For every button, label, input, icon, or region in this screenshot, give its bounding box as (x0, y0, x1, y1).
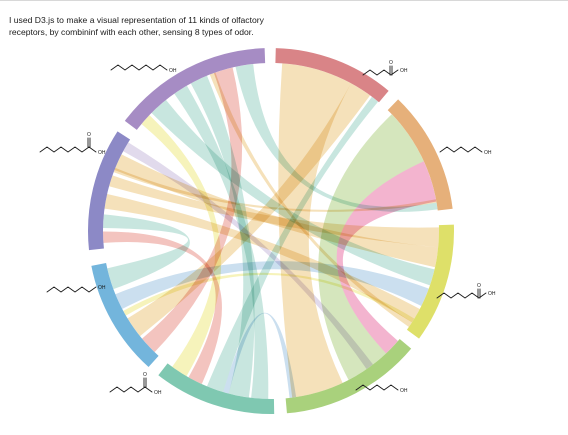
receptor-arc-4[interactable] (285, 338, 412, 414)
ribbon-15 (142, 67, 243, 353)
molecule-5-structure: O OH (436, 283, 496, 299)
carbon-chain (110, 64, 168, 71)
molecule-7-structure: O OH (109, 372, 162, 396)
ribbon-16 (103, 214, 190, 290)
molecule-2-structure: O OH (362, 60, 408, 76)
ribbon-20 (113, 167, 437, 212)
molecule-structures: OH O OH OH O OH O OH OH O OH OH (39, 60, 496, 396)
molecule-4-structure: O OH (39, 132, 106, 156)
ribbon-8 (115, 261, 429, 309)
molecule-3-structure: OH (439, 146, 492, 156)
ribbon-1 (278, 63, 352, 398)
ribbon-9 (104, 194, 420, 323)
hydroxyl-label: OH (154, 390, 162, 396)
receptor-arc-3[interactable] (406, 224, 454, 339)
molecule-8-structure: OH (355, 384, 408, 394)
carbon-chain (439, 146, 483, 153)
ribbon-12 (206, 96, 379, 393)
hydroxyl-label: OH (488, 291, 496, 297)
receptor-arc-1[interactable] (275, 48, 389, 103)
hydroxyl-label: OH (400, 388, 408, 394)
receptor-arc-7[interactable] (88, 131, 131, 251)
ribbon-17 (123, 142, 374, 370)
ribbon-7 (151, 99, 435, 286)
hydroxyl-label: OH (484, 150, 492, 156)
oxygen-atom: O (143, 372, 147, 378)
molecule-6-structure: OH (46, 285, 106, 293)
ribbons (103, 63, 439, 399)
caption-line-1: I used D3.js to make a visual representa… (9, 15, 264, 25)
caption-line-2: receptors, by combininf with each other,… (9, 26, 254, 37)
molecule-1-structure: OH (110, 64, 177, 74)
receptor-arc-2[interactable] (387, 99, 453, 211)
ribbon-21 (123, 272, 415, 323)
oxygen-atom: O (87, 132, 91, 138)
carbon-chain (46, 286, 97, 293)
carbon-chain (436, 292, 487, 299)
hydroxyl-label: OH (98, 150, 106, 156)
carbon-chain (39, 146, 97, 153)
ribbon-5 (109, 175, 439, 248)
ribbon-2 (127, 83, 371, 337)
oxygen-atom: O (477, 283, 481, 289)
caption: I used D3.js to make a visual representa… (9, 15, 309, 38)
receptor-arcs (88, 48, 454, 414)
carbon-chain (109, 386, 153, 393)
hydroxyl-label: OH (400, 68, 408, 74)
carbon-chain (355, 384, 399, 391)
ribbon-6 (114, 154, 439, 268)
receptor-arc-6[interactable] (91, 263, 159, 367)
hydroxyl-label: OH (98, 285, 106, 291)
ribbon-11 (190, 75, 255, 398)
ribbon-22 (223, 312, 297, 398)
receptor-arc-5[interactable] (158, 363, 275, 414)
carbon-chain (362, 69, 399, 76)
ribbon-3 (318, 114, 424, 381)
oxygen-atom: O (389, 60, 393, 66)
top-divider (0, 0, 568, 1)
receptor-arc-8[interactable] (124, 48, 266, 130)
hydroxyl-label: OH (169, 68, 177, 74)
